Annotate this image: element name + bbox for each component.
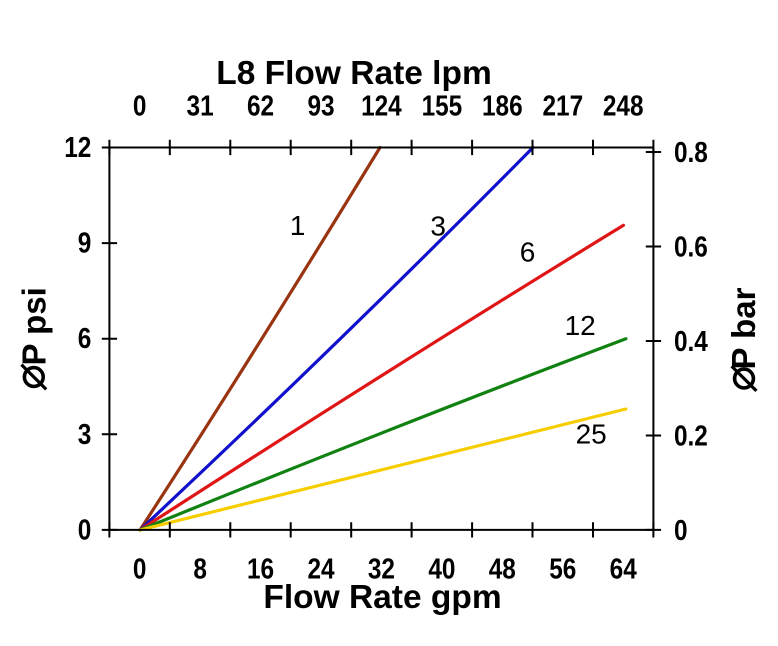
svg-text:0.4: 0.4 bbox=[674, 325, 708, 357]
svg-text:12: 12 bbox=[64, 131, 91, 163]
svg-text:Flow Rate gpm: Flow Rate gpm bbox=[263, 579, 501, 616]
svg-text:0.8: 0.8 bbox=[674, 136, 708, 168]
svg-text:6: 6 bbox=[520, 237, 536, 268]
svg-text:P bar: P bar bbox=[725, 287, 762, 369]
svg-text:3: 3 bbox=[78, 418, 92, 450]
svg-text:64: 64 bbox=[610, 553, 637, 585]
svg-text:0.6: 0.6 bbox=[674, 230, 708, 262]
svg-text:248: 248 bbox=[603, 89, 644, 121]
svg-text:L8 Flow Rate lpm: L8 Flow Rate lpm bbox=[216, 55, 491, 92]
svg-text:31: 31 bbox=[187, 89, 214, 121]
svg-text:25: 25 bbox=[576, 418, 607, 449]
svg-text:0: 0 bbox=[674, 514, 688, 546]
svg-text:186: 186 bbox=[482, 89, 523, 121]
svg-text:93: 93 bbox=[307, 89, 334, 121]
svg-text:24: 24 bbox=[307, 553, 334, 585]
svg-text:12: 12 bbox=[565, 310, 596, 341]
svg-text:40: 40 bbox=[428, 553, 455, 585]
svg-text:0: 0 bbox=[133, 89, 147, 121]
svg-text:124: 124 bbox=[361, 89, 402, 121]
svg-text:16: 16 bbox=[247, 553, 274, 585]
svg-text:P psi: P psi bbox=[15, 287, 52, 365]
svg-text:0: 0 bbox=[78, 513, 92, 545]
svg-text:0.2: 0.2 bbox=[674, 419, 708, 451]
svg-text:217: 217 bbox=[542, 89, 583, 121]
svg-text:1: 1 bbox=[290, 210, 306, 241]
svg-text:9: 9 bbox=[78, 227, 92, 259]
svg-text:8: 8 bbox=[193, 553, 207, 585]
svg-text:48: 48 bbox=[489, 553, 516, 585]
svg-text:155: 155 bbox=[422, 89, 463, 121]
svg-text:0: 0 bbox=[133, 553, 147, 585]
svg-text:62: 62 bbox=[247, 89, 274, 121]
svg-text:6: 6 bbox=[78, 322, 92, 354]
svg-text:3: 3 bbox=[430, 211, 446, 242]
svg-text:32: 32 bbox=[368, 553, 395, 585]
svg-text:56: 56 bbox=[549, 553, 576, 585]
